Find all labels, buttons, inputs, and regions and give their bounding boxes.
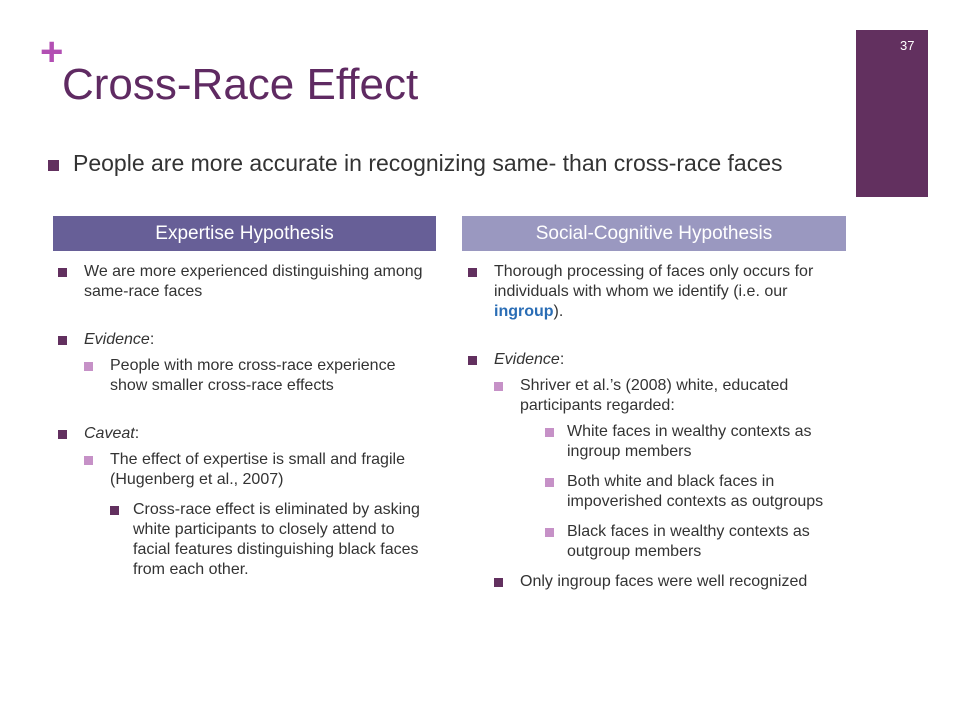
accent-bar xyxy=(856,30,928,197)
evidence-text: Only ingroup faces were well recognized xyxy=(520,573,808,590)
evidence-label: Evidence xyxy=(84,331,150,348)
bullet-square-icon xyxy=(545,528,554,537)
bullet-square-icon xyxy=(84,456,93,465)
list-item: Black faces in wealthy contexts as outgr… xyxy=(468,522,846,562)
list-item: Caveat: xyxy=(58,424,430,444)
social-cognitive-column: Thorough processing of faces only occurs… xyxy=(468,262,846,592)
slide-number: 37 xyxy=(900,38,915,53)
bullet-square-icon xyxy=(48,160,59,171)
bullet-square-icon xyxy=(58,336,67,345)
list-item: Only ingroup faces were well recognized xyxy=(468,572,846,592)
social-point-pre: Thorough processing of faces only occurs… xyxy=(494,263,814,300)
expertise-hypothesis-header: Expertise Hypothesis xyxy=(53,216,436,251)
ingroup-highlight: ingroup xyxy=(494,303,554,320)
caveat-text: The effect of expertise is small and fra… xyxy=(110,451,405,488)
bullet-square-icon xyxy=(494,382,503,391)
evidence-text: Shriver et al.’s (2008) white, educated … xyxy=(520,377,789,414)
caveat-subtext: Cross-race effect is eliminated by askin… xyxy=(133,501,420,578)
bullet-square-icon xyxy=(110,506,119,515)
caveat-colon: : xyxy=(134,425,140,442)
bullet-square-icon xyxy=(545,478,554,487)
evidence-subtext: White faces in wealthy contexts as ingro… xyxy=(567,423,812,460)
list-item: We are more experienced distinguishing a… xyxy=(58,262,430,302)
list-item: White faces in wealthy contexts as ingro… xyxy=(468,422,846,462)
bullet-square-icon xyxy=(468,356,477,365)
slide-title: Cross-Race Effect xyxy=(62,60,419,109)
bullet-square-icon xyxy=(545,428,554,437)
list-item: The effect of expertise is small and fra… xyxy=(58,450,430,490)
list-item: Thorough processing of faces only occurs… xyxy=(468,262,846,322)
evidence-subtext: Black faces in wealthy contexts as outgr… xyxy=(567,523,810,560)
social-point-post: ). xyxy=(553,303,564,320)
list-item: Shriver et al.’s (2008) white, educated … xyxy=(468,376,846,416)
bullet-square-icon xyxy=(84,362,93,371)
social-cognitive-hypothesis-header: Social-Cognitive Hypothesis xyxy=(462,216,846,251)
list-item: Evidence: xyxy=(58,330,430,350)
expertise-column: We are more experienced distinguishing a… xyxy=(58,262,430,580)
evidence-colon: : xyxy=(149,331,155,348)
evidence-subtext: Both white and black faces in impoverish… xyxy=(567,473,824,510)
caveat-label: Caveat xyxy=(84,425,135,442)
bullet-square-icon xyxy=(58,268,67,277)
bullet-square-icon xyxy=(468,268,477,277)
list-item: Cross-race effect is eliminated by askin… xyxy=(58,500,430,580)
list-item: Evidence: xyxy=(468,350,846,370)
list-item: Both white and black faces in impoverish… xyxy=(468,472,846,512)
evidence-label: Evidence xyxy=(494,351,560,368)
plus-mark: + xyxy=(40,30,64,74)
expertise-point: We are more experienced distinguishing a… xyxy=(84,263,423,300)
bullet-square-icon xyxy=(58,430,67,439)
evidence-colon: : xyxy=(559,351,565,368)
list-item: People with more cross-race experience s… xyxy=(58,356,430,396)
main-bullet: People are more accurate in recognizing … xyxy=(48,150,808,177)
evidence-text: People with more cross-race experience s… xyxy=(110,357,396,394)
main-bullet-text: People are more accurate in recognizing … xyxy=(73,150,783,176)
bullet-square-icon xyxy=(494,578,503,587)
